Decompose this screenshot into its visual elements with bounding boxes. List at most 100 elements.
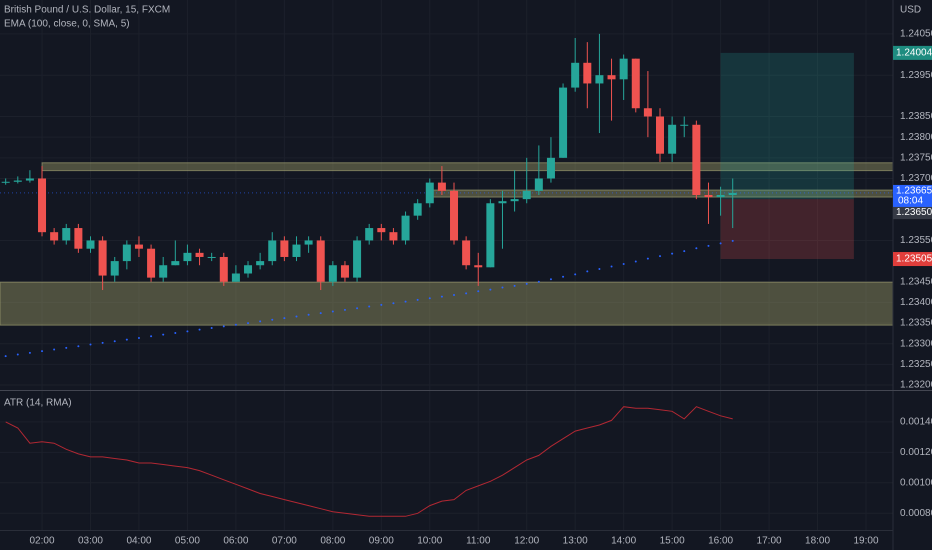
x-tick-label: 09:00 [369,536,394,547]
ema-dot [307,313,310,316]
x-tick-label: 17:00 [757,536,782,547]
ema-dot [598,267,601,270]
candle-body [631,58,640,109]
candle-body [534,178,543,191]
ema-dot [198,328,201,331]
ema-dot [150,335,153,338]
candle-body [619,58,628,80]
candle-body [25,178,34,181]
candle-body [401,215,410,241]
x-tick-label: 04:00 [126,536,151,547]
candle-body [365,228,374,241]
y-tick-label: 1.23800 [900,132,932,143]
ema-dot [562,275,565,278]
candle-body [656,116,665,154]
ema-dot [610,265,613,268]
currency: USD [900,5,921,16]
x-tick-label: 15:00 [660,536,685,547]
ema-dot [392,302,395,305]
candle-body [268,240,277,262]
candle-body [328,265,337,282]
ema-dot [671,252,674,255]
ema-dot [586,270,589,273]
ema-dot [356,307,359,310]
candle-body [413,203,422,216]
ema-dot [174,331,177,334]
y-tick-label: 1.23250 [900,359,932,370]
ema-dot [513,284,516,287]
indicator-label: EMA (100, close, 0, SMA, 5) [4,19,130,30]
y-tick-label: 1.23350 [900,318,932,329]
candle-body [231,273,240,282]
ema-dot [331,310,334,313]
y-tick-label: 1.23850 [900,111,932,122]
ema-dot [707,244,710,247]
candle-body [595,75,604,84]
ema-dot [137,336,140,339]
ema-dot [622,262,625,265]
x-tick-label: 08:00 [320,536,345,547]
ema-dot [234,323,237,326]
ema-dot [283,317,286,320]
candle-body [353,240,362,278]
y-tick-label: 1.23750 [900,152,932,163]
candle-body [425,182,434,204]
ema-dot [465,292,468,295]
candle-body [280,240,289,257]
ema-dot [113,340,116,343]
ema-dot [16,353,19,356]
ema-dot [101,341,104,344]
ema-dot [319,312,322,315]
price-tag [893,206,932,220]
candle-body [183,252,192,262]
ema-dot [28,351,31,354]
ema-dot [41,350,44,353]
candle-body [340,265,349,278]
ema-dot [162,333,165,336]
candle-body [510,199,519,202]
ema-dot [574,273,577,276]
ema-dot [186,330,189,333]
y-tick-label: 1.23450 [900,276,932,287]
candle-body [147,248,156,278]
ema-dot [295,315,298,318]
candle-body [292,244,301,257]
candle-body [643,108,652,117]
ema-dot [89,343,92,346]
chart-title: British Pound / U.S. Dollar, 15, FXCM [4,5,170,16]
candle-body [134,244,143,249]
atr-line [5,406,733,517]
candle-body [571,62,580,88]
candle-body [50,232,59,241]
ema-dot [343,308,346,311]
candle-body [704,195,713,198]
candle-body [486,203,495,268]
y-tick-label: 1.23400 [900,297,932,308]
ema-dot [489,288,492,291]
candle-body [244,265,253,274]
candle-body [474,265,483,268]
ema-dot [368,305,371,308]
candle-body [607,75,616,80]
candle-body [1,181,10,183]
x-tick-label: 13:00 [563,536,588,547]
y-tick-label: 1.23300 [900,338,932,349]
candle-body [171,261,180,266]
candle-body [110,261,119,276]
ema-dot [646,257,649,260]
ema-dot [501,286,504,289]
candle-body [716,195,725,198]
ema-dot [416,298,419,301]
candle-body [692,124,701,195]
last-price-tag [893,184,932,207]
x-tick-label: 19:00 [853,536,878,547]
ema-dot [731,239,734,242]
ema-dot [477,290,480,293]
x-tick-label: 06:00 [223,536,248,547]
ema-dot [247,322,250,325]
ema-dot [404,300,407,303]
